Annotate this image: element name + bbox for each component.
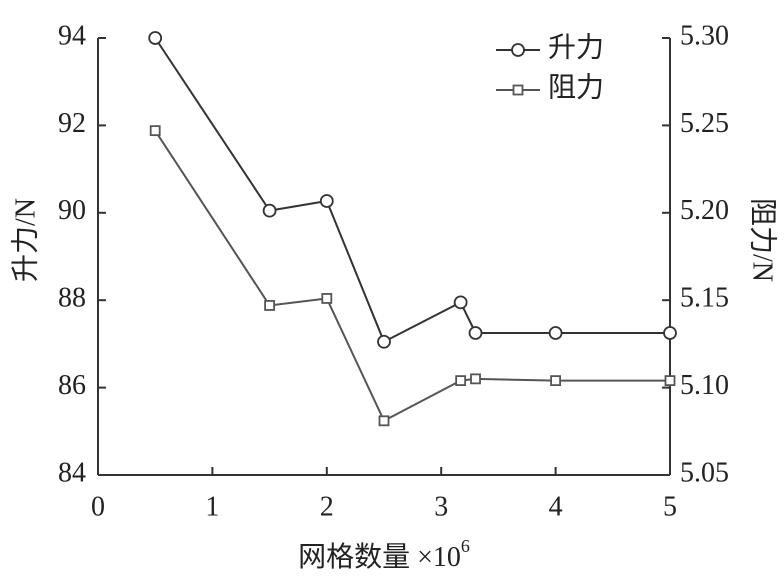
legend-label: 升力 <box>548 31 604 63</box>
y-tick-label: 92 <box>58 108 86 139</box>
y2-tick-label: 5.05 <box>680 457 729 488</box>
marker <box>664 375 676 387</box>
marker <box>378 415 390 427</box>
y-tick-label: 88 <box>58 283 86 314</box>
x-tick-label: 3 <box>434 491 448 522</box>
legend-marker <box>511 43 525 57</box>
marker <box>455 375 467 387</box>
y2-tick-label: 5.20 <box>680 195 729 226</box>
y2-tick-label: 5.10 <box>680 370 729 401</box>
marker <box>262 203 277 218</box>
marker <box>264 300 276 311</box>
x-tick-label: 0 <box>91 491 105 522</box>
y2-axis-label: 阻力/N <box>747 198 779 282</box>
series-line <box>154 37 670 344</box>
marker <box>148 31 163 45</box>
series-line <box>154 130 670 423</box>
legend-label: 阻力 <box>548 71 604 103</box>
y2-tick-label: 5.25 <box>680 108 729 139</box>
x-axis-label-exponent: 6 <box>461 536 470 556</box>
y-axis-label: 升力/N <box>9 198 41 282</box>
marker <box>468 326 483 340</box>
y2-tick-label: 5.30 <box>680 20 729 51</box>
marker <box>470 373 481 385</box>
x-tick-label: 4 <box>549 491 563 522</box>
marker <box>548 326 563 340</box>
marker <box>550 375 561 387</box>
y-tick-label: 86 <box>58 370 86 401</box>
marker <box>377 334 391 349</box>
x-axis-label-text: 网格数量 ×10 <box>298 541 461 573</box>
x-axis-label: 网格数量 ×106 <box>298 536 470 573</box>
marker <box>663 326 677 340</box>
y-tick-label: 90 <box>58 195 86 226</box>
legend-marker <box>512 84 524 96</box>
y-tick-label: 84 <box>58 457 86 488</box>
y-tick-label: 94 <box>58 20 86 51</box>
marker <box>321 293 333 304</box>
y2-tick-label: 5.15 <box>680 283 729 314</box>
marker <box>149 125 161 137</box>
marker <box>453 295 468 310</box>
x-tick-label: 5 <box>663 491 677 522</box>
x-tick-label: 2 <box>320 491 334 522</box>
marker <box>319 194 334 208</box>
x-tick-label: 1 <box>205 491 219 522</box>
